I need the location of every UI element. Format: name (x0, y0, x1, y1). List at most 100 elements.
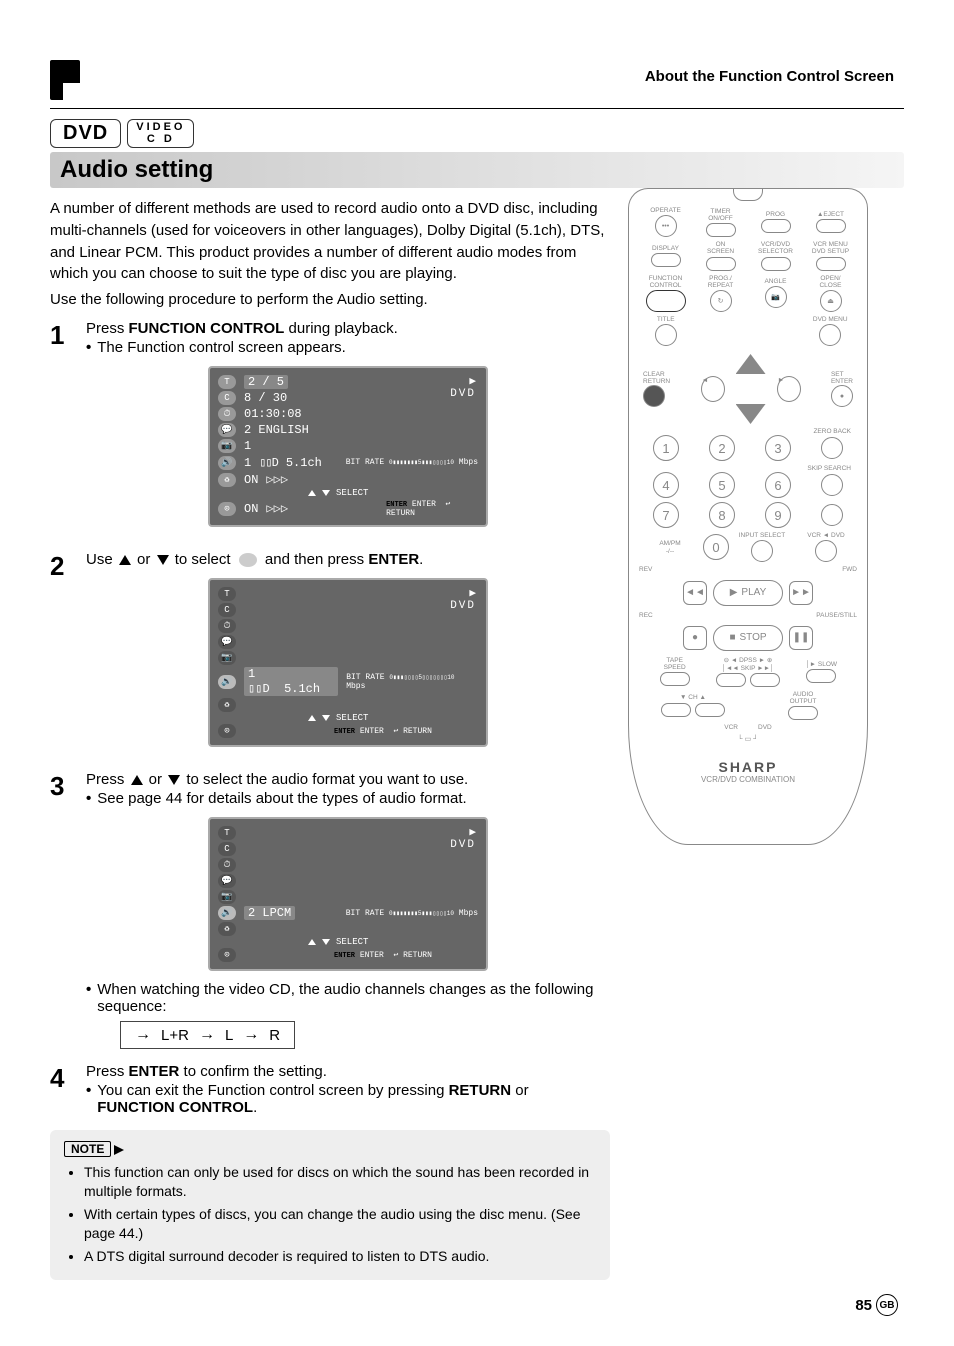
remote-onscreen-label: ON SCREEN (707, 241, 734, 255)
remote-up-button[interactable] (736, 354, 766, 374)
remote-num-5[interactable]: 5 (709, 472, 735, 498)
remote-angle-button[interactable]: 📷 (765, 286, 787, 308)
remote-return-button[interactable] (643, 385, 665, 407)
note-item-2: With certain types of discs, you can cha… (84, 1205, 596, 1243)
remote-fwd-label: FWD (842, 566, 857, 573)
remote-ch-up-button[interactable] (695, 703, 725, 717)
step2-instruction: Use or to select and then press ENTER. (86, 551, 610, 568)
remote-brand-sub: VCR/DVD COMBINATION (639, 775, 857, 784)
remote-pause-button[interactable]: ❚❚ (789, 626, 813, 650)
osd3-enter-hint: ENTER ENTER ↩ RETURN (334, 950, 432, 960)
remote-zeroback-button[interactable] (821, 437, 843, 459)
remote-repeat-label: PROG./ REPEAT (708, 275, 734, 289)
remote-open-button[interactable]: ⏏ (820, 290, 842, 312)
badge-dvd: DVD (50, 119, 121, 148)
step4-instruction: Press ENTER to confirm the setting. (86, 1063, 610, 1080)
remote-num-4[interactable]: 4 (653, 472, 679, 498)
remote-left-button[interactable]: ◄ (701, 376, 725, 402)
seq-r: R (269, 1027, 280, 1044)
remote-skip-next-button[interactable] (750, 673, 780, 687)
remote-repeat-button[interactable]: ↻ (710, 290, 732, 312)
remote-input-button[interactable] (751, 540, 773, 562)
step1-post: during playback. (284, 320, 397, 337)
osd1-bitrate: BIT RATE 0▮▮▮▮▮▮▮5▮▮▮▯▯▯▯10 Mbps (346, 458, 478, 467)
remote-prog-button[interactable] (761, 219, 791, 233)
remote-input-label: INPUT SELECT (739, 532, 785, 539)
osd1-time: 01:30:08 (244, 407, 302, 421)
remote-setup-button[interactable] (816, 257, 846, 271)
remote-slow-button[interactable] (806, 669, 836, 683)
remote-selector-label: VCR/DVD SELECTOR (758, 241, 793, 255)
remote-rec-button[interactable]: ● (683, 626, 707, 650)
remote-num-2[interactable]: 2 (709, 435, 735, 461)
remote-ch-down-button[interactable] (661, 703, 691, 717)
remote-num-6[interactable]: 6 (765, 472, 791, 498)
seq-lr: L+R (161, 1027, 189, 1044)
remote-audio-button[interactable] (788, 706, 818, 720)
remote-timer-button[interactable] (706, 223, 736, 237)
osd2-select-hint: SELECT (308, 713, 478, 723)
step4-bullet: You can exit the Function control screen… (97, 1082, 610, 1116)
remote-enter-button[interactable]: ● (831, 385, 853, 407)
osd1-enter-hint: ENTER ENTER ↩ RETURN (386, 499, 478, 518)
remote-right-button[interactable]: ► (777, 376, 801, 402)
osd1-mode: ON (244, 502, 258, 516)
remote-down-button[interactable] (736, 404, 766, 424)
osd1-audio-num: 1 (244, 456, 251, 470)
osd3-audio-selected: 2 LPCM (244, 906, 295, 920)
remote-num-8[interactable]: 8 (709, 502, 735, 528)
remote-operate-button[interactable]: ••• (655, 215, 677, 237)
step1-instruction: Press FUNCTION CONTROL during playback. (86, 320, 610, 337)
remote-fwd-button[interactable]: ►► (789, 581, 813, 605)
down-triangle-icon (157, 555, 169, 565)
intro-procedure: Use the following procedure to perform t… (50, 291, 610, 308)
remote-timer-label: TIMER ON/OFF (708, 208, 733, 222)
remote-rev-button[interactable]: ◄◄ (683, 581, 707, 605)
remote-vcrdvd-button[interactable] (815, 540, 837, 562)
step-number-1: 1 (50, 320, 72, 537)
remote-dpad[interactable]: ◄ ► (701, 354, 801, 424)
remote-vcr-label: VCR (724, 724, 738, 731)
note-box: NOTE This function can only be used for … (50, 1130, 610, 1279)
remote-play-button[interactable]: ▶ PLAY (713, 580, 783, 606)
audio-icon (239, 553, 257, 567)
remote-function-control-button[interactable] (646, 290, 686, 312)
remote-blank-button[interactable] (821, 504, 843, 526)
remote-eject-button[interactable] (816, 219, 846, 233)
remote-num-3[interactable]: 3 (765, 435, 791, 461)
step1-pre: Press (86, 320, 129, 337)
step-number-2: 2 (50, 551, 72, 757)
osd3-select-hint: SELECT (308, 937, 478, 947)
remote-angle-label: ANGLE (764, 278, 786, 285)
intro-paragraph: A number of different methods are used t… (50, 198, 610, 285)
remote-function-label: FUNCTION CONTROL (649, 275, 683, 289)
remote-tapespeed-button[interactable] (660, 672, 690, 686)
page-title: Audio setting (50, 152, 904, 188)
remote-dvdmenu-button[interactable] (819, 324, 841, 346)
remote-display-button[interactable] (651, 253, 681, 267)
remote-onscreen-button[interactable] (706, 257, 736, 271)
remote-num-0[interactable]: 0 (703, 534, 729, 560)
note-label: NOTE (64, 1141, 111, 1157)
remote-pause-label: PAUSE/STILL (816, 612, 857, 619)
remote-control-diagram: OPERATE••• TIMER ON/OFF PROG ▲EJECT DISP… (628, 188, 868, 845)
remote-dvdmenu-label: DVD MENU (813, 316, 848, 323)
remote-selector-button[interactable] (761, 257, 791, 271)
header-section-title: About the Function Control Screen (645, 68, 894, 85)
remote-rev-label: REV (639, 566, 652, 573)
osd1-title-track: 2 / 5 (244, 375, 288, 389)
remote-audio-label: AUDIO OUTPUT (790, 691, 817, 705)
osd1-select-hint: SELECT (308, 488, 478, 498)
osd1-top-right: ▶ DVD (450, 374, 476, 400)
remote-stop-button[interactable]: ■ STOP (713, 625, 783, 651)
remote-num-9[interactable]: 9 (765, 502, 791, 528)
remote-eject-label: ▲EJECT (817, 211, 844, 218)
remote-title-button[interactable] (655, 324, 677, 346)
remote-skipsearch-button[interactable] (821, 474, 843, 496)
step3-bullet2: When watching the video CD, the audio ch… (97, 981, 610, 1015)
remote-num-1[interactable]: 1 (653, 435, 679, 461)
remote-num-7[interactable]: 7 (653, 502, 679, 528)
osd2-bitrate: BIT RATE 0▮▮▮▯▯▯▯5▯▯▯▯▯▯▯10 Mbps (346, 673, 478, 691)
badge-video-cd: VIDEO C D (127, 119, 194, 148)
remote-skip-prev-button[interactable] (716, 673, 746, 687)
